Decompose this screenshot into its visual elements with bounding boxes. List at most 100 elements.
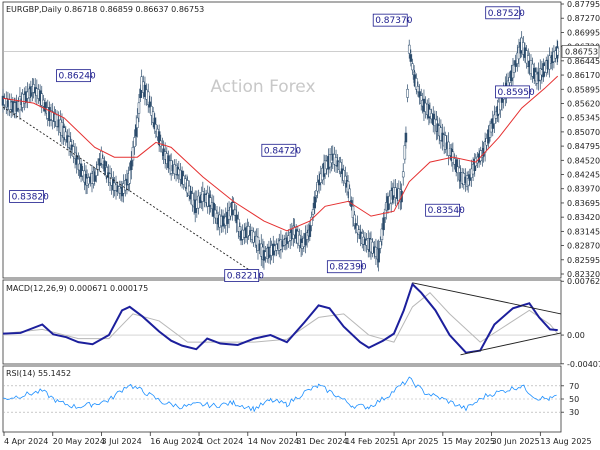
candle-body (146, 91, 150, 105)
rsi-panel (2, 376, 561, 413)
current-price-label: 0.86753 (565, 47, 598, 56)
current-price-tag (561, 45, 600, 58)
x-tick-label: 14 Nov 2024 (248, 437, 299, 446)
pivot-label-box (495, 85, 530, 99)
rsi-y-tick-label: 50 (569, 395, 579, 404)
macd-trend-line (460, 332, 562, 356)
candle-body (379, 241, 382, 249)
macd-y-tick-label: 0.00 (567, 331, 585, 340)
candle-body (150, 106, 153, 116)
y-tick-label: 0.85895 (567, 85, 600, 94)
macd-signal-line (2, 292, 559, 343)
y-tick-label: 0.83420 (567, 213, 600, 222)
candle-body (235, 214, 238, 224)
candle-body (382, 217, 385, 231)
candle-body (191, 193, 194, 206)
candle-body (444, 135, 447, 150)
macd-trend-line (412, 282, 562, 315)
candle-body (466, 178, 470, 186)
macd-y-tick-label: -0.004073 (567, 360, 600, 369)
candle-body (212, 202, 216, 217)
candle-body (209, 197, 212, 206)
candle-body (133, 137, 136, 148)
y-tick-label: 0.83145 (567, 227, 600, 236)
pivot-label: 0.82390 (329, 263, 366, 273)
pivot-label: 0.83540 (428, 206, 465, 216)
candle-body (313, 196, 317, 209)
candle-body (356, 225, 359, 234)
candle-body (100, 150, 103, 164)
y-tick-label: 0.85070 (567, 128, 600, 137)
candle-body (151, 111, 155, 123)
x-tick-label: 16 Aug 2024 (150, 437, 201, 446)
candle-body (128, 170, 131, 184)
price-frame (2, 1, 562, 279)
candle-body (131, 147, 135, 161)
pivot-label-box (9, 190, 44, 203)
rsi-y-tick-label: 70 (569, 382, 579, 391)
macd-y-tick-label: 0.007623 (567, 277, 600, 286)
x-tick-label: 15 May 2025 (443, 437, 495, 446)
candle-body (72, 146, 75, 157)
candle-body (43, 102, 47, 112)
candle-body (148, 101, 152, 108)
trend-line (2, 106, 261, 278)
candle-body (348, 188, 351, 202)
pivot-label: 0.87370 (375, 16, 412, 26)
candle-body (403, 145, 407, 160)
y-tick-label: 0.84245 (567, 171, 600, 180)
grid (2, 1, 562, 433)
price-panel (1, 31, 561, 278)
candle-body (95, 167, 98, 176)
x-tick-label: 31 Dec 2024 (297, 437, 348, 446)
candle-body (493, 114, 496, 124)
y-tick-label: 0.85620 (567, 99, 600, 108)
candle-body (344, 175, 347, 184)
x-tick-label: 13 Aug 2025 (540, 437, 591, 446)
candle-body (130, 160, 133, 170)
pivot-label-box (485, 6, 521, 20)
candle-body (79, 163, 83, 177)
candle-body (154, 124, 158, 132)
candle-body (409, 54, 413, 62)
candle-body (316, 181, 319, 192)
pivot-label: 0.86240 (59, 72, 96, 82)
pivot-label: 0.84720 (264, 146, 301, 156)
candle-body (232, 202, 235, 211)
candle-body (93, 171, 96, 182)
candle-body (401, 171, 405, 178)
candle-body (377, 248, 380, 263)
candle-body (407, 44, 411, 54)
candle-body (411, 63, 414, 71)
price-title: EURGBP,Daily 0.86718 0.86859 0.86637 0.8… (6, 5, 204, 14)
candle-body (351, 205, 355, 218)
candle-body (157, 131, 161, 146)
candle-body (136, 117, 139, 128)
candle-body (233, 209, 237, 216)
x-tick-label: 14 Feb 2025 (345, 437, 395, 446)
candle-body (380, 228, 384, 241)
y-tick-label: 0.83695 (567, 199, 600, 208)
y-tick-label: 0.82595 (567, 256, 600, 265)
pivot-leader (361, 265, 364, 268)
macd-title: MACD(12,26,9) 0.000671 0.000175 (6, 284, 148, 293)
pivot-leader (258, 274, 261, 276)
labels: 0.86240 0.83820 0.82210 0.84720 0.82390 0.873… (6, 5, 535, 378)
candle-body (346, 181, 350, 193)
y-tick-label: 0.86995 (567, 28, 600, 37)
x-tick-label: 1 Oct 2024 (199, 437, 243, 446)
pivot-label: 0.87520 (488, 9, 525, 19)
candle-body (404, 132, 408, 143)
y-tick-label: 0.87795 (567, 0, 600, 9)
y-tick-label: 0.82870 (567, 242, 600, 251)
candle-body (105, 167, 108, 177)
pivot-leader (459, 208, 462, 211)
candle-body (418, 91, 421, 98)
candle-body (237, 218, 240, 232)
candle-body (308, 224, 312, 237)
pivot-leader (529, 90, 532, 93)
y-tick-label: 0.85345 (567, 114, 600, 123)
x-tick-label: 30 Jun 2025 (492, 437, 540, 446)
